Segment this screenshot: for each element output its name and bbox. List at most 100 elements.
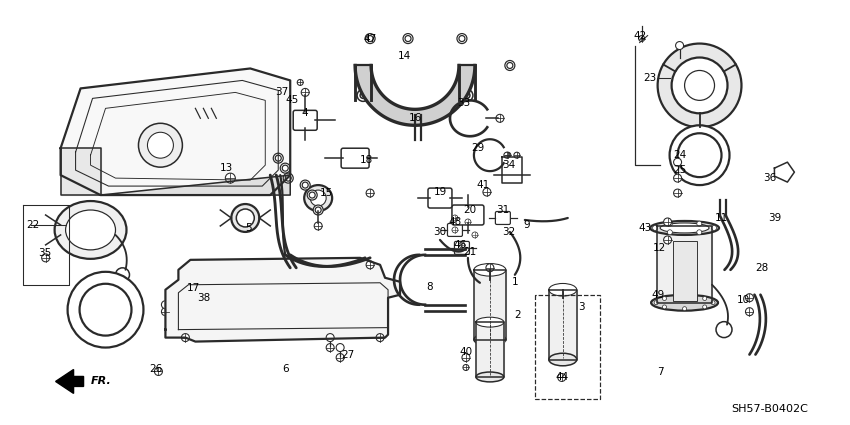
- Circle shape: [275, 155, 281, 161]
- Circle shape: [376, 334, 384, 342]
- Circle shape: [670, 125, 729, 185]
- Circle shape: [366, 261, 374, 269]
- Circle shape: [298, 79, 303, 85]
- Polygon shape: [55, 369, 83, 394]
- Circle shape: [42, 254, 49, 262]
- Circle shape: [716, 322, 732, 337]
- Circle shape: [403, 34, 413, 43]
- Circle shape: [638, 36, 644, 42]
- FancyBboxPatch shape: [455, 241, 469, 255]
- Text: 41: 41: [476, 180, 490, 190]
- Text: 9: 9: [524, 220, 530, 230]
- Circle shape: [703, 297, 706, 300]
- Text: 47: 47: [364, 34, 377, 44]
- Circle shape: [676, 42, 683, 50]
- Text: 21: 21: [463, 247, 477, 257]
- Circle shape: [452, 227, 458, 233]
- Ellipse shape: [476, 372, 504, 382]
- Circle shape: [745, 294, 753, 302]
- Circle shape: [367, 36, 373, 42]
- Ellipse shape: [651, 295, 718, 311]
- Text: 22: 22: [26, 220, 39, 230]
- Circle shape: [80, 284, 132, 336]
- Circle shape: [457, 34, 467, 43]
- Ellipse shape: [304, 185, 332, 211]
- Ellipse shape: [236, 209, 254, 227]
- Text: 6: 6: [282, 365, 288, 374]
- Text: 7: 7: [657, 368, 664, 377]
- Circle shape: [307, 190, 317, 200]
- Circle shape: [301, 88, 309, 96]
- Circle shape: [181, 334, 190, 342]
- Circle shape: [286, 175, 292, 181]
- FancyBboxPatch shape: [293, 110, 317, 130]
- Circle shape: [155, 368, 162, 375]
- Circle shape: [664, 218, 672, 226]
- Text: 29: 29: [471, 143, 484, 153]
- Circle shape: [683, 307, 687, 311]
- Circle shape: [662, 305, 666, 309]
- Text: 39: 39: [768, 213, 781, 223]
- Polygon shape: [549, 290, 577, 360]
- Circle shape: [672, 57, 728, 113]
- Polygon shape: [60, 68, 290, 195]
- Text: 12: 12: [653, 243, 666, 253]
- Circle shape: [459, 242, 465, 248]
- Circle shape: [300, 180, 310, 190]
- Text: 36: 36: [762, 173, 776, 183]
- Circle shape: [745, 308, 753, 316]
- Circle shape: [662, 297, 666, 300]
- Text: 11: 11: [715, 213, 728, 223]
- Circle shape: [283, 173, 293, 183]
- Text: 10: 10: [737, 295, 750, 305]
- Circle shape: [464, 92, 470, 98]
- Circle shape: [463, 365, 469, 371]
- Circle shape: [673, 189, 682, 197]
- Circle shape: [309, 192, 315, 198]
- Text: 31: 31: [496, 205, 509, 215]
- Text: 2: 2: [514, 310, 521, 320]
- Circle shape: [116, 268, 129, 282]
- Circle shape: [505, 60, 515, 71]
- Circle shape: [326, 343, 334, 351]
- Circle shape: [366, 34, 375, 43]
- Circle shape: [496, 114, 504, 122]
- Text: 40: 40: [459, 346, 473, 357]
- Ellipse shape: [474, 333, 506, 346]
- Circle shape: [225, 173, 235, 183]
- Circle shape: [697, 221, 702, 226]
- Circle shape: [459, 36, 465, 42]
- Polygon shape: [474, 270, 506, 340]
- Text: 3: 3: [579, 302, 585, 312]
- Text: SH57-B0402C: SH57-B0402C: [731, 404, 808, 414]
- Circle shape: [405, 36, 411, 42]
- Ellipse shape: [549, 283, 577, 296]
- Circle shape: [280, 163, 290, 173]
- Text: 15: 15: [320, 188, 333, 198]
- Text: 35: 35: [38, 248, 51, 258]
- FancyBboxPatch shape: [447, 224, 462, 236]
- Circle shape: [658, 43, 741, 127]
- Circle shape: [360, 92, 366, 98]
- Circle shape: [315, 207, 321, 213]
- Ellipse shape: [310, 190, 326, 206]
- Circle shape: [558, 374, 566, 382]
- FancyBboxPatch shape: [452, 205, 484, 225]
- Ellipse shape: [549, 353, 577, 366]
- Text: 14: 14: [398, 51, 411, 60]
- Text: 16: 16: [408, 113, 422, 123]
- Circle shape: [147, 132, 173, 158]
- Text: 28: 28: [755, 263, 768, 273]
- Circle shape: [673, 174, 682, 182]
- Circle shape: [162, 301, 169, 309]
- Circle shape: [273, 153, 283, 163]
- Ellipse shape: [474, 264, 506, 276]
- Text: 4: 4: [302, 108, 309, 118]
- Circle shape: [461, 89, 473, 102]
- Text: FR.: FR.: [91, 377, 111, 386]
- Text: 8: 8: [427, 282, 434, 292]
- Text: 27: 27: [342, 349, 354, 360]
- Ellipse shape: [231, 204, 259, 232]
- Ellipse shape: [660, 223, 709, 233]
- Text: 33: 33: [457, 98, 471, 108]
